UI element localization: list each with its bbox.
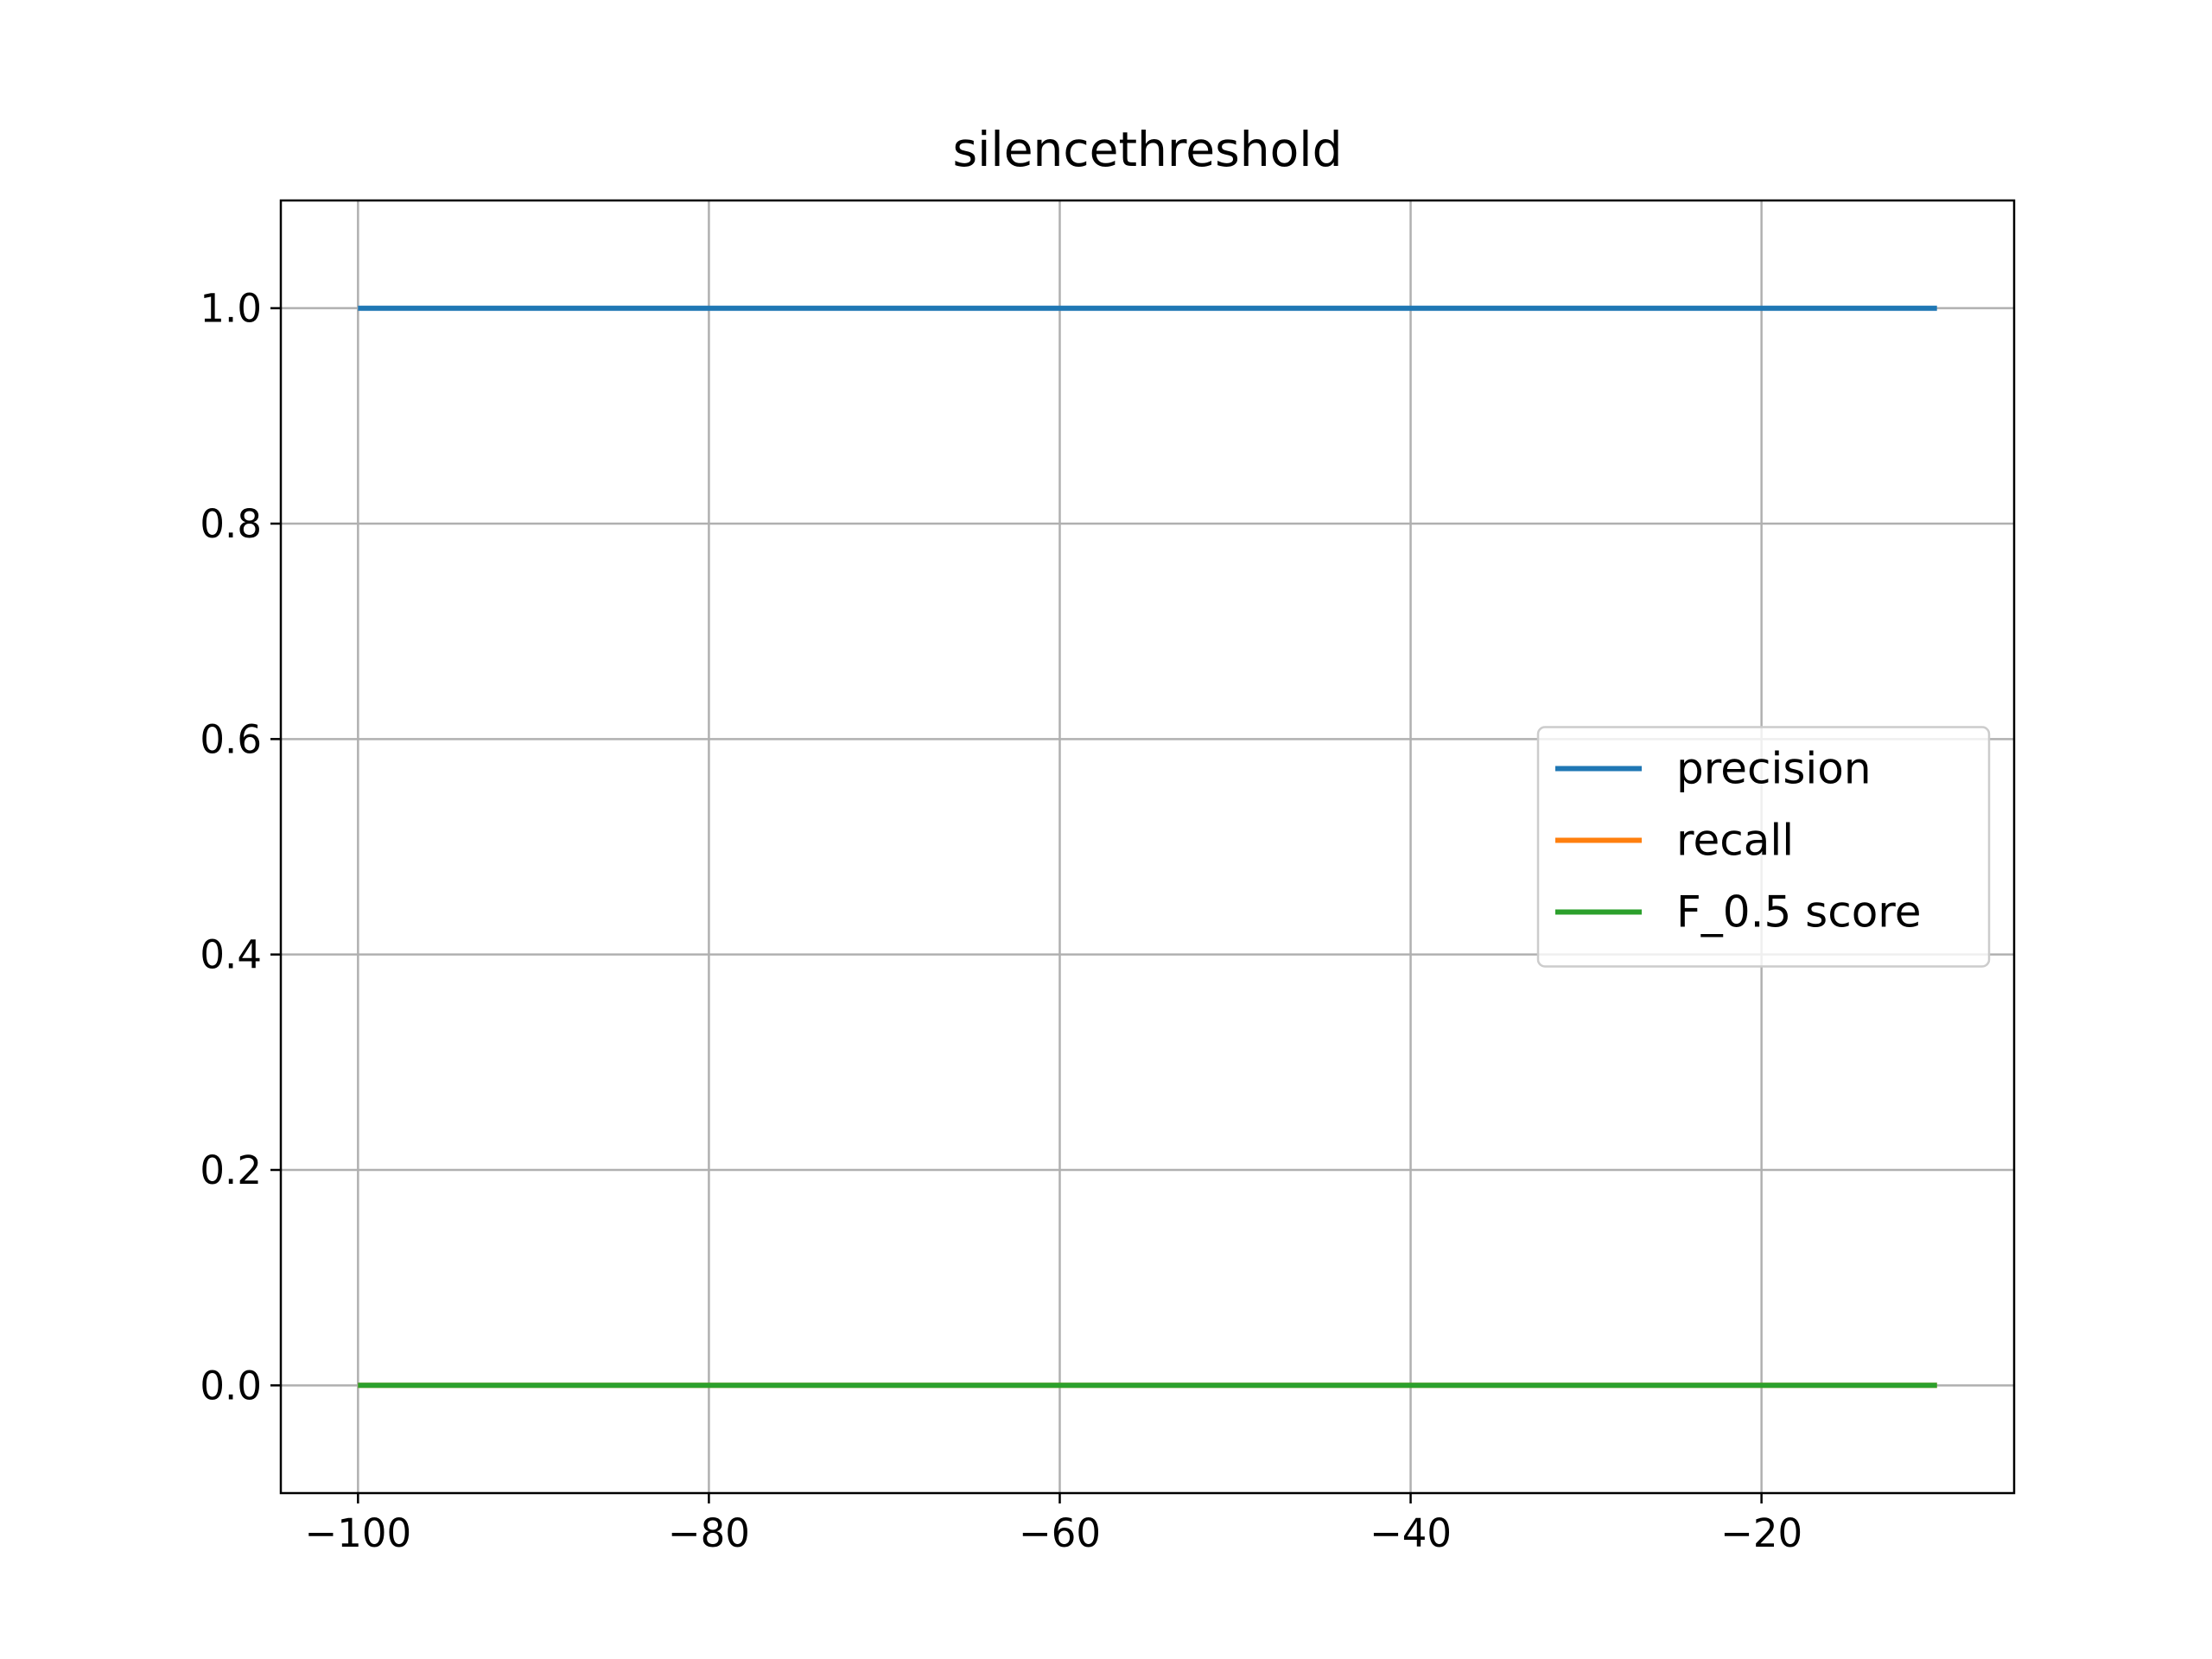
chart-title: silencethreshold [952, 122, 1342, 177]
y-tick-label: 1.0 [200, 286, 262, 332]
legend-label-1: recall [1676, 816, 1794, 866]
x-axis-ticks: −100 −80 −60 −40 −20 [305, 1493, 1802, 1556]
y-tick-label: 0.4 [200, 932, 262, 978]
x-tick-label: −40 [1370, 1510, 1452, 1556]
legend-label-0: precision [1676, 744, 1872, 794]
x-tick-label: −80 [668, 1510, 750, 1556]
plot-frame [279, 199, 2016, 1495]
series-lines [358, 305, 1937, 1389]
y-tick-label: 0.6 [200, 716, 262, 762]
legend-box [1536, 726, 1991, 968]
y-tick-label: 0.8 [200, 501, 262, 547]
legend: precision recall F_0.5 score [1536, 726, 1991, 968]
legend-label-2: F_0.5 score [1676, 887, 1922, 938]
y-tick-label: 0.2 [200, 1147, 262, 1193]
x-tick-label: −60 [1019, 1510, 1101, 1556]
x-tick-label: −20 [1720, 1510, 1802, 1556]
y-tick-label: 0.0 [200, 1363, 262, 1408]
x-tick-label: −100 [305, 1510, 412, 1556]
y-axis-ticks: 0.0 0.2 0.4 0.6 0.8 1.0 [200, 286, 281, 1408]
